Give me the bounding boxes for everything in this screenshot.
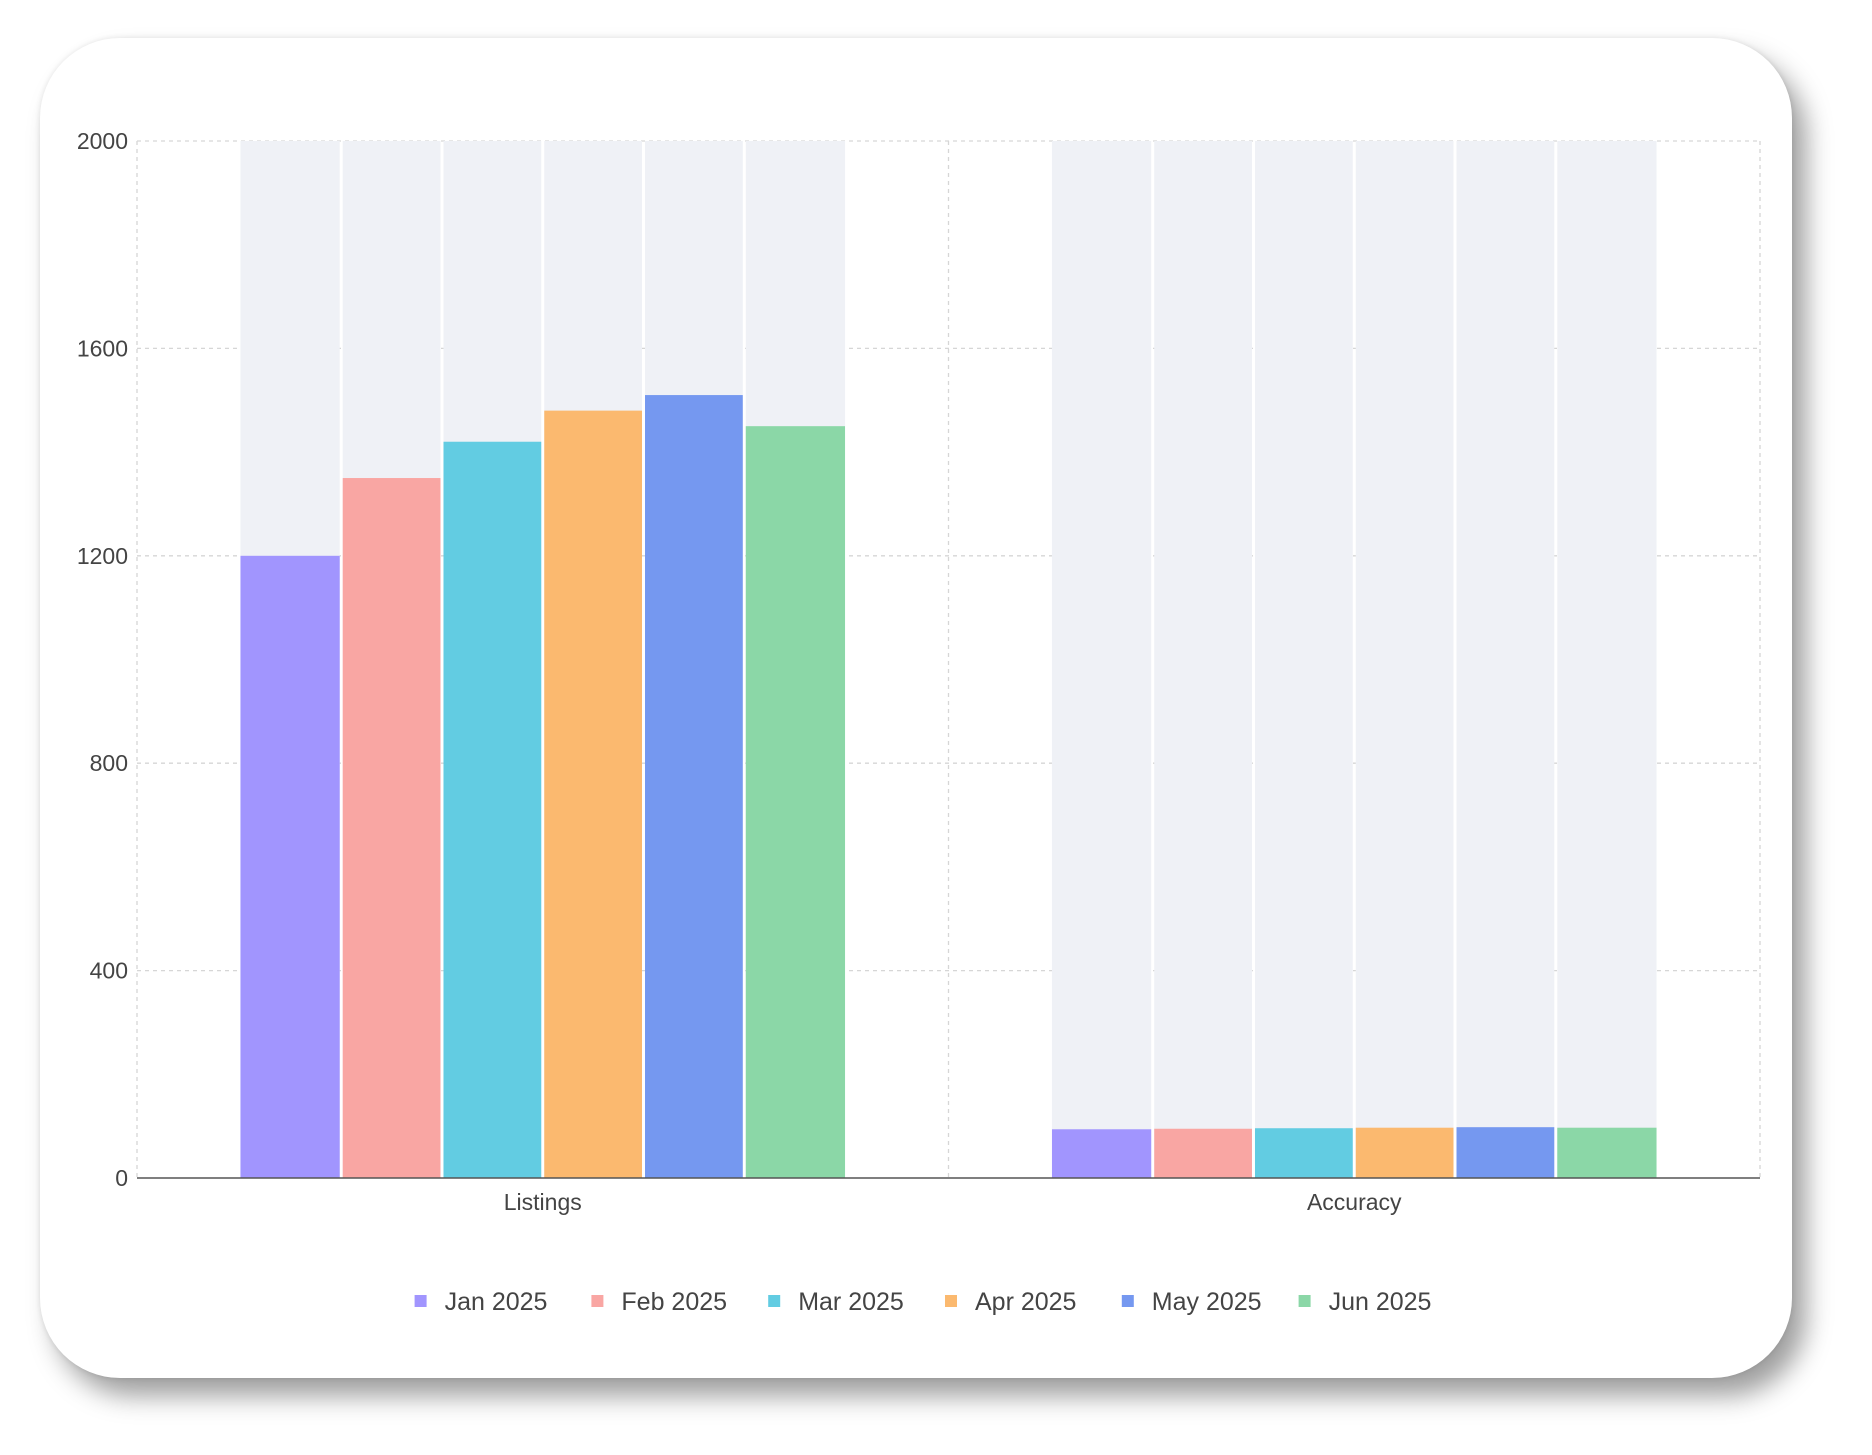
y-tick-label: 0 <box>115 1165 128 1191</box>
background-bar <box>1456 141 1555 1178</box>
legend-item[interactable]: Jan 2025 <box>414 1288 548 1316</box>
axes: 0 400 800 1200 1600 2000 Listings Accuracy <box>77 128 1760 1215</box>
legend-label: Mar 2025 <box>798 1288 904 1316</box>
background-bar <box>1051 141 1152 1178</box>
legend-item[interactable]: Feb 2025 <box>591 1288 727 1316</box>
legend-item[interactable]: Mar 2025 <box>768 1288 904 1316</box>
legend-label: May 2025 <box>1152 1288 1262 1316</box>
legend-label: Jun 2025 <box>1329 1288 1432 1316</box>
bar-accuracy-jan-2025[interactable] <box>1051 1129 1152 1178</box>
chart-card: 0 400 800 1200 1600 2000 Listings Accuracy Jan … <box>40 38 1792 1378</box>
bar-accuracy-jun-2025[interactable] <box>1557 1127 1657 1178</box>
legend-item[interactable]: Apr 2025 <box>945 1288 1076 1316</box>
y-tick-label: 1600 <box>77 335 128 361</box>
legend-label: Jan 2025 <box>445 1288 548 1316</box>
legend-swatch <box>1121 1295 1134 1307</box>
legend-swatch <box>414 1295 427 1307</box>
legend-item[interactable]: May 2025 <box>1121 1288 1262 1316</box>
y-tick-label: 800 <box>90 750 128 776</box>
bars <box>240 395 1657 1179</box>
bar-accuracy-may-2025[interactable] <box>1456 1127 1555 1178</box>
legend-swatch <box>768 1295 781 1307</box>
bar-chart: 0 400 800 1200 1600 2000 Listings Accuracy Jan … <box>77 128 1761 1316</box>
bar-listings-apr-2025[interactable] <box>544 410 643 1178</box>
bar-accuracy-apr-2025[interactable] <box>1355 1127 1454 1178</box>
x-tick-label: Listings <box>504 1189 582 1215</box>
background-bar <box>1154 141 1252 1178</box>
background-bar <box>1355 141 1454 1178</box>
bar-listings-may-2025[interactable] <box>645 395 743 1178</box>
background-bar <box>1254 141 1353 1178</box>
bar-listings-mar-2025[interactable] <box>443 441 542 1179</box>
legend-item[interactable]: Jun 2025 <box>1298 1288 1432 1316</box>
bar-accuracy-mar-2025[interactable] <box>1254 1128 1353 1178</box>
legend-label: Apr 2025 <box>975 1288 1076 1316</box>
bar-listings-jan-2025[interactable] <box>240 555 340 1178</box>
bar-listings-jun-2025[interactable] <box>745 426 846 1178</box>
y-tick-label: 1200 <box>77 543 128 569</box>
y-tick-label: 2000 <box>77 128 128 154</box>
x-tick-label: Accuracy <box>1307 1189 1402 1215</box>
legend-swatch <box>1298 1295 1311 1307</box>
legend-swatch <box>945 1295 957 1307</box>
legend-label: Feb 2025 <box>621 1288 727 1316</box>
bar-listings-feb-2025[interactable] <box>342 478 441 1178</box>
legend-swatch <box>591 1295 604 1307</box>
bar-accuracy-feb-2025[interactable] <box>1154 1128 1252 1178</box>
background-bar <box>1557 141 1657 1178</box>
legend[interactable]: Jan 2025 Feb 2025 Mar 2025 Apr 2025 May 2025… <box>414 1288 1432 1316</box>
y-tick-label: 400 <box>90 958 128 984</box>
